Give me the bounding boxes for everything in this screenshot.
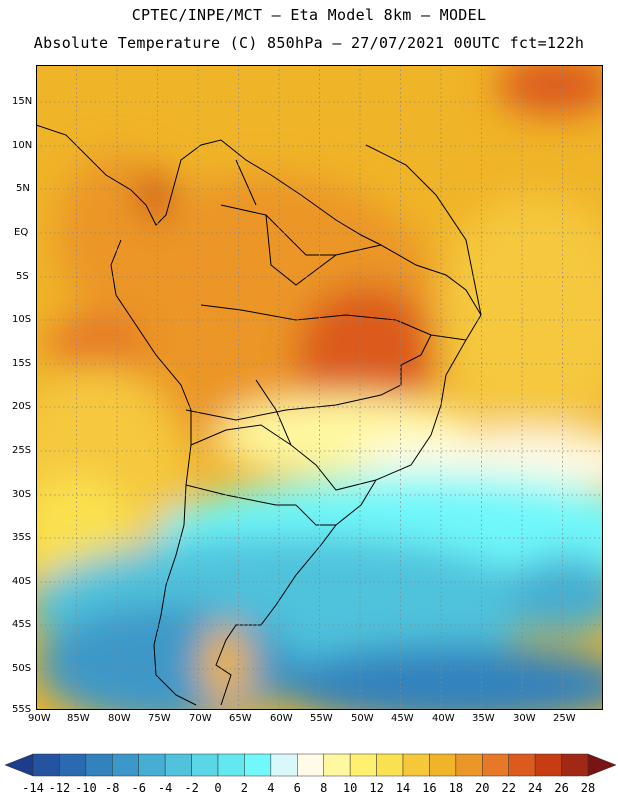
- lat-label: 40S: [12, 576, 32, 587]
- colorbar-tick-label: -4: [158, 781, 172, 795]
- colorbar-arrow-low: [4, 753, 34, 777]
- colorbar-tick-label: 22: [501, 781, 515, 795]
- colorbar-swatch: [32, 753, 60, 777]
- lat-label: 45S: [12, 619, 32, 630]
- lon-label: 45W: [391, 713, 414, 724]
- colorbar-swatch: [561, 753, 589, 777]
- colorbar-swatch: [85, 753, 113, 777]
- colorbar-swatch: [217, 753, 245, 777]
- lat-label: 30S: [12, 489, 32, 500]
- colorbar-swatch: [534, 753, 562, 777]
- lon-label: 60W: [270, 713, 293, 724]
- colorbar-swatch: [429, 753, 457, 777]
- lat-label: 35S: [12, 532, 32, 543]
- lon-label: 80W: [108, 713, 131, 724]
- colorbar-tick-label: 10: [343, 781, 357, 795]
- lon-label: 90W: [28, 713, 51, 724]
- colorbar-swatch: [270, 753, 298, 777]
- colorbar-swatch: [191, 753, 219, 777]
- colorbar-swatch: [138, 753, 166, 777]
- colorbar-tick-label: 8: [320, 781, 327, 795]
- colorbar-tick-label: -10: [75, 781, 97, 795]
- lat-label: EQ: [14, 227, 29, 238]
- colorbar-swatch: [297, 753, 324, 777]
- colorbar-tick-label: 4: [267, 781, 274, 795]
- lon-label: 25W: [553, 713, 576, 724]
- lat-label: 15S: [12, 358, 32, 369]
- lon-label: 40W: [432, 713, 455, 724]
- colorbar-tick-label: 6: [294, 781, 301, 795]
- colorbar-tick-label: 0: [214, 781, 221, 795]
- graticule: [36, 65, 603, 710]
- colorbar-swatch: [323, 753, 351, 777]
- colorbar-tick-label: 18: [449, 781, 463, 795]
- colorbar-tick-label: 12: [369, 781, 383, 795]
- chart-subtitle: Absolute Temperature (C) 850hPa – 27/07/…: [33, 34, 585, 52]
- lat-label: 5N: [16, 183, 30, 194]
- lon-label: 30W: [513, 713, 536, 724]
- colorbar: -14 -12 -10 -8 -6 -4 -2 0 2 4 6 8 10 12 14 16 18 20 22 24 26…: [4, 753, 617, 795]
- lat-label: 50S: [12, 663, 32, 674]
- lon-label: 75W: [148, 713, 171, 724]
- colorbar-swatch: [112, 753, 139, 777]
- colorbar-swatch: [244, 753, 272, 777]
- coastline: [36, 124, 482, 706]
- temperature-map: [36, 65, 603, 710]
- colorbar-swatch: [376, 753, 404, 777]
- lat-label: 5S: [16, 271, 29, 282]
- lat-label: 10N: [12, 140, 33, 151]
- colorbar-swatch: [508, 753, 536, 777]
- colorbar-tick-label: -6: [131, 781, 145, 795]
- colorbar-tick-label: 28: [581, 781, 595, 795]
- colorbar-tick-label: 14: [396, 781, 410, 795]
- lon-label: 35W: [472, 713, 495, 724]
- lon-label: 50W: [351, 713, 374, 724]
- colorbar-swatch: [455, 753, 483, 777]
- colorbar-arrow-high: [587, 753, 617, 777]
- lon-label: 70W: [189, 713, 212, 724]
- colorbar-tick-label: 16: [422, 781, 436, 795]
- colorbar-tick-label: 2: [241, 781, 248, 795]
- lat-label: 10S: [12, 314, 32, 325]
- lon-label: 55W: [310, 713, 333, 724]
- colorbar-swatch: [59, 753, 87, 777]
- colorbar-tick-label: 26: [554, 781, 568, 795]
- lat-label: 15N: [12, 96, 33, 107]
- lat-label: 55S: [12, 704, 32, 715]
- colorbar-tick-label: -14: [22, 781, 44, 795]
- temperature-field: [36, 65, 603, 710]
- chart-title: CPTEC/INPE/MCT – Eta Model 8km – MODEL: [131, 6, 487, 24]
- colorbar-tick-label: -2: [184, 781, 198, 795]
- colorbar-tick-label: -12: [49, 781, 71, 795]
- lat-label: 25S: [12, 445, 32, 456]
- map-frame: [36, 65, 603, 710]
- colorbar-tick-label: 20: [475, 781, 489, 795]
- colorbar-swatch: [402, 753, 430, 777]
- colorbar-swatch: [349, 753, 377, 777]
- colorbar-tick-label: 24: [528, 781, 542, 795]
- colorbar-swatch: [482, 753, 509, 777]
- lat-label: 20S: [12, 401, 32, 412]
- lon-label: 85W: [67, 713, 90, 724]
- colorbar-tick-label: -8: [105, 781, 119, 795]
- lon-label: 65W: [229, 713, 252, 724]
- colorbar-swatch: [164, 753, 192, 777]
